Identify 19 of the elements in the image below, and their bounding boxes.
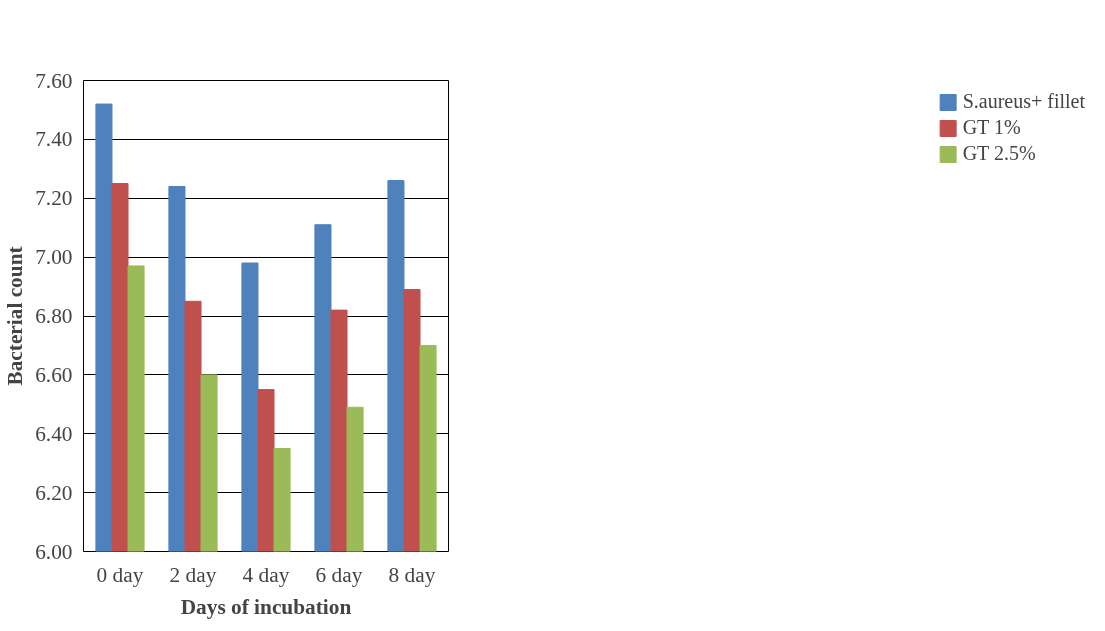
y-tick-label: 6.00: [35, 539, 73, 564]
y-tick-label: 7.00: [35, 245, 73, 270]
x-tick-label: 8 day: [388, 562, 436, 587]
x-tick-label: 0 day: [96, 562, 144, 587]
legend-label: GT 1%: [962, 116, 1021, 139]
x-tick-label: 2 day: [169, 562, 217, 587]
y-tick-label: 6.40: [35, 421, 73, 446]
y-tick-label: 7.40: [35, 127, 73, 152]
x-tick-label: 6 day: [315, 562, 363, 587]
y-tick-label: 6.60: [35, 362, 73, 387]
x-axis-title: Days of incubation: [180, 594, 352, 619]
x-tick-label: 4 day: [242, 562, 290, 587]
y-tick-label: 7.60: [35, 68, 73, 93]
y-tick-label: 6.80: [35, 304, 73, 328]
y-tick-label: 7.20: [35, 186, 73, 211]
y-tick-label: 6.20: [35, 480, 73, 505]
y-axis-title: Bacterial count: [3, 245, 28, 386]
legend-label: S.aureus+ fillet: [962, 90, 1085, 113]
legend-label: GT 2.5%: [962, 142, 1036, 165]
